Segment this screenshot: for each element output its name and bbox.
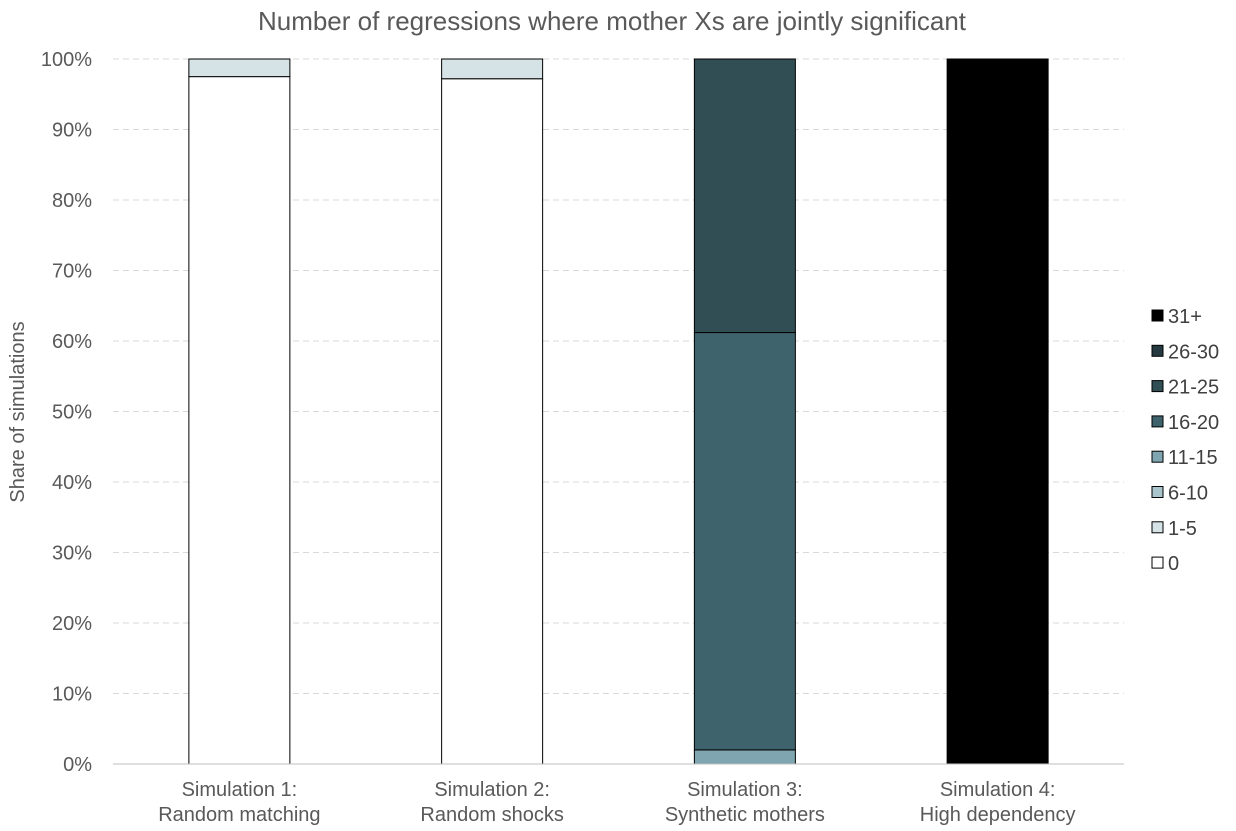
x-category-label: Random matching xyxy=(158,804,320,826)
x-category-label: Synthetic mothers xyxy=(665,804,825,826)
y-tick-label: 50% xyxy=(52,402,92,424)
y-tick-label: 40% xyxy=(52,472,92,494)
legend-swatch xyxy=(1151,521,1164,534)
legend-label: 0 xyxy=(1168,553,1179,575)
legend-swatch xyxy=(1151,450,1164,463)
bar-segment-11-15 xyxy=(693,749,796,765)
bar-segment-1-5 xyxy=(188,58,291,78)
y-tick-label: 100% xyxy=(41,49,92,71)
y-tick-label: 90% xyxy=(52,120,92,142)
bar-segment-0 xyxy=(441,78,544,765)
y-tick-label: 20% xyxy=(52,613,92,635)
x-category-label: Simulation 3: xyxy=(687,779,803,801)
legend-label: 21-25 xyxy=(1168,377,1219,399)
legend-label: 1-5 xyxy=(1168,518,1197,540)
bar-segment-21-25 xyxy=(693,58,796,334)
x-axis-categories: Simulation 1: Random matching Simulation 2… xyxy=(158,779,1075,826)
y-tick-label: 10% xyxy=(52,684,92,706)
legend-label: 26-30 xyxy=(1168,341,1219,363)
x-category-label: High dependency xyxy=(920,804,1076,826)
legend-label: 6-10 xyxy=(1168,483,1208,505)
y-tick-label: 80% xyxy=(52,190,92,212)
y-tick-label: 30% xyxy=(52,543,92,565)
legend-label: 11-15 xyxy=(1168,447,1218,469)
bar-segment-1-5 xyxy=(441,58,544,80)
chart-title: Number of regressions where mother Xs ar… xyxy=(258,6,967,36)
x-category-label: Random shocks xyxy=(420,804,563,826)
bar-segment-16-20 xyxy=(693,332,796,751)
x-category-label: Simulation 2: xyxy=(434,779,550,801)
legend-swatch xyxy=(1151,556,1164,569)
x-category-label: Simulation 4: xyxy=(940,779,1056,801)
bar-segment-0 xyxy=(188,76,291,765)
legend-swatch xyxy=(1151,415,1164,428)
y-tick-label: 70% xyxy=(52,261,92,283)
legend-swatch xyxy=(1151,486,1164,498)
y-axis-ticks: 0% 10% 20% 30% 40% 50% 60% 70% 80% 90% 100% xyxy=(41,49,92,776)
legend-swatch xyxy=(1151,344,1164,357)
legend-label: 16-20 xyxy=(1168,412,1219,434)
legend-swatch xyxy=(1151,380,1164,393)
y-tick-label: 0% xyxy=(63,754,92,776)
legend-label: 31+ xyxy=(1168,306,1202,328)
legend: 31+ 26-30 21-25 16-20 11-15 6-10 1-5 0 xyxy=(1151,306,1219,575)
y-axis-title: Share of simulations xyxy=(7,321,29,502)
bars xyxy=(188,58,1049,765)
bar-segment-31+ xyxy=(946,58,1049,765)
y-tick-label: 60% xyxy=(52,331,92,353)
x-category-label: Simulation 1: xyxy=(182,779,298,801)
legend-swatch xyxy=(1151,309,1164,322)
